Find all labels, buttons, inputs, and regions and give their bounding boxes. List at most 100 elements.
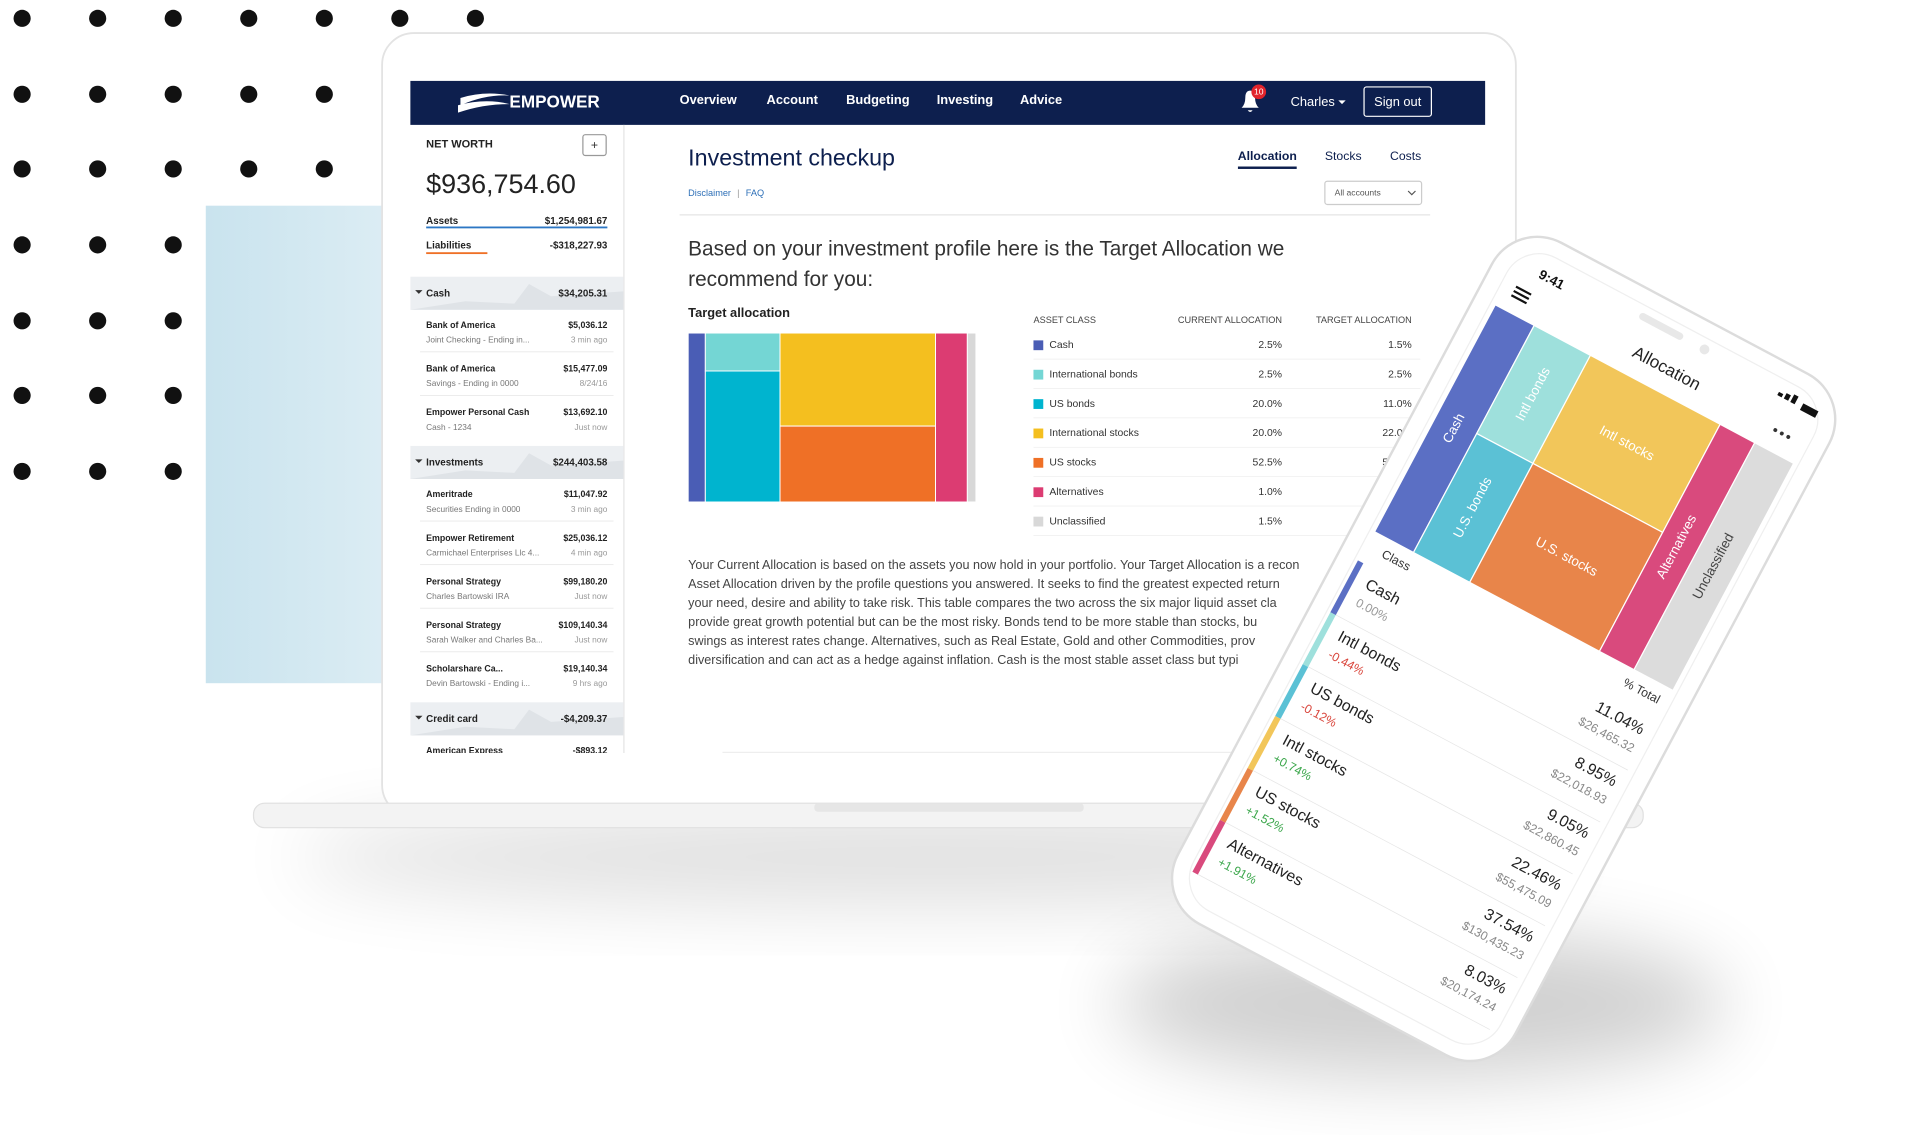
disclaimer-link[interactable]: Disclaimer xyxy=(688,188,731,198)
dot xyxy=(13,312,31,330)
dot xyxy=(391,9,409,27)
tab[interactable]: Allocation xyxy=(1238,149,1297,163)
net-worth: $936,754.60 xyxy=(426,169,576,199)
account-name[interactable]: Empower Retirement xyxy=(426,533,514,543)
account-name[interactable]: Bank of America xyxy=(426,320,495,330)
user-menu[interactable]: Charles xyxy=(1291,94,1335,109)
dot xyxy=(164,85,182,103)
treemap-cell xyxy=(966,332,977,503)
dot xyxy=(13,85,31,103)
legend-swatch xyxy=(1033,457,1044,468)
account-value: $13,692.10 xyxy=(563,407,607,417)
nav-item[interactable]: Overview xyxy=(680,92,738,107)
row-divider xyxy=(1033,535,1421,536)
laptop-notch xyxy=(814,803,1084,812)
faq-link[interactable]: FAQ xyxy=(746,188,764,198)
nav-item[interactable]: Investing xyxy=(937,92,993,107)
account-name[interactable]: Bank of America xyxy=(426,364,495,374)
account-name[interactable]: American Express xyxy=(426,746,503,756)
account-divider xyxy=(420,607,614,609)
heading-line: Based on your investment profile here is… xyxy=(688,237,1284,260)
tab[interactable]: Costs xyxy=(1390,149,1421,163)
badge-count: 10 xyxy=(1254,87,1264,97)
table-header: ASSET CLASS xyxy=(1033,315,1096,325)
dot xyxy=(466,9,484,27)
row-stripe xyxy=(1192,819,1226,875)
paragraph-line: provide great growth potential but can b… xyxy=(688,615,1257,629)
treemap-cell xyxy=(779,425,937,503)
table-cell: 1.0% xyxy=(1258,487,1282,498)
table-cell: 22.0% xyxy=(1382,428,1411,439)
row-stripe xyxy=(1275,664,1309,719)
assets-label: Assets xyxy=(426,216,459,227)
select-caret xyxy=(1407,190,1416,196)
account-time: 8/24/16 xyxy=(580,378,608,388)
group-total: $34,205.31 xyxy=(558,288,608,299)
account-name[interactable]: Ameritrade xyxy=(426,489,473,499)
group-caret xyxy=(415,290,423,294)
sparkline xyxy=(410,453,624,479)
dot xyxy=(89,312,107,330)
liabilities-label: Liabilities xyxy=(426,241,472,252)
menu-icon[interactable] xyxy=(1510,285,1532,305)
table-header: CURRENT ALLOCATION xyxy=(1178,315,1282,325)
divider xyxy=(679,214,1431,216)
row-stripe xyxy=(1220,767,1253,823)
account-time: Just now xyxy=(575,635,609,645)
account-select-label[interactable]: All accounts xyxy=(1335,188,1381,198)
add-icon[interactable]: + xyxy=(591,138,598,152)
add-button[interactable] xyxy=(582,134,607,157)
tab[interactable]: Stocks xyxy=(1325,149,1362,163)
row-divider xyxy=(1280,718,1573,875)
nav-item[interactable]: Advice xyxy=(1020,92,1062,107)
account-time: 9 hrs ago xyxy=(573,678,608,688)
more-dot[interactable] xyxy=(1786,434,1791,439)
more-dot[interactable] xyxy=(1779,431,1784,436)
treemap xyxy=(687,332,977,503)
table-cell: US bonds xyxy=(1049,399,1095,410)
table-cell: International stocks xyxy=(1049,428,1139,439)
nav-items: Overview Account Budgeting Investing Advice xyxy=(680,92,1063,107)
row-divider xyxy=(1033,446,1421,448)
group-name[interactable]: Investments xyxy=(426,458,484,469)
brand-logo xyxy=(458,93,510,113)
row-divider xyxy=(1252,770,1546,927)
row-divider xyxy=(1197,874,1490,1030)
sign-out[interactable]: Sign out xyxy=(1374,94,1422,109)
group-name[interactable]: Credit card xyxy=(426,714,478,725)
account-select[interactable] xyxy=(1324,180,1423,206)
nav-item[interactable]: Budgeting xyxy=(846,92,910,107)
group-name[interactable]: Cash xyxy=(426,288,450,299)
sign-out-button[interactable] xyxy=(1363,86,1432,117)
dot xyxy=(240,160,258,178)
paragraph-line: diversification and can act as a hedge a… xyxy=(688,653,1238,667)
legend-swatch xyxy=(1033,516,1044,527)
dot xyxy=(315,9,333,27)
table-cell: International bonds xyxy=(1049,369,1137,380)
dot xyxy=(164,312,182,330)
chart-title: Target allocation xyxy=(688,305,790,320)
account-value: -$893.12 xyxy=(573,746,608,756)
more-dot[interactable] xyxy=(1773,427,1778,433)
account-name[interactable]: Personal Strategy xyxy=(426,620,501,630)
dot xyxy=(13,9,31,27)
account-divider xyxy=(420,651,614,653)
account-value: $99,180.20 xyxy=(563,576,607,586)
account-name[interactable]: Empower Personal Cash xyxy=(426,407,529,417)
dot xyxy=(13,236,31,254)
legend-swatch xyxy=(1033,399,1044,409)
sidebar-divider xyxy=(623,124,625,753)
treemap-cell xyxy=(704,332,781,372)
table-header: TARGET ALLOCATION xyxy=(1316,315,1412,325)
table-cell: 2.5% xyxy=(1388,369,1412,380)
net-worth-label: NET WORTH xyxy=(426,138,493,150)
account-name[interactable]: Scholarshare Ca... xyxy=(426,664,503,674)
allocation-table: ASSET CLASS CURRENT ALLOCATION TARGET ALLO… xyxy=(1033,315,1421,536)
nav-item[interactable]: Account xyxy=(767,92,819,107)
footer-line xyxy=(722,751,1335,753)
treemap-cell xyxy=(687,332,706,503)
account-name[interactable]: Personal Strategy xyxy=(426,576,501,586)
table-cell: 2.5% xyxy=(1258,340,1282,351)
